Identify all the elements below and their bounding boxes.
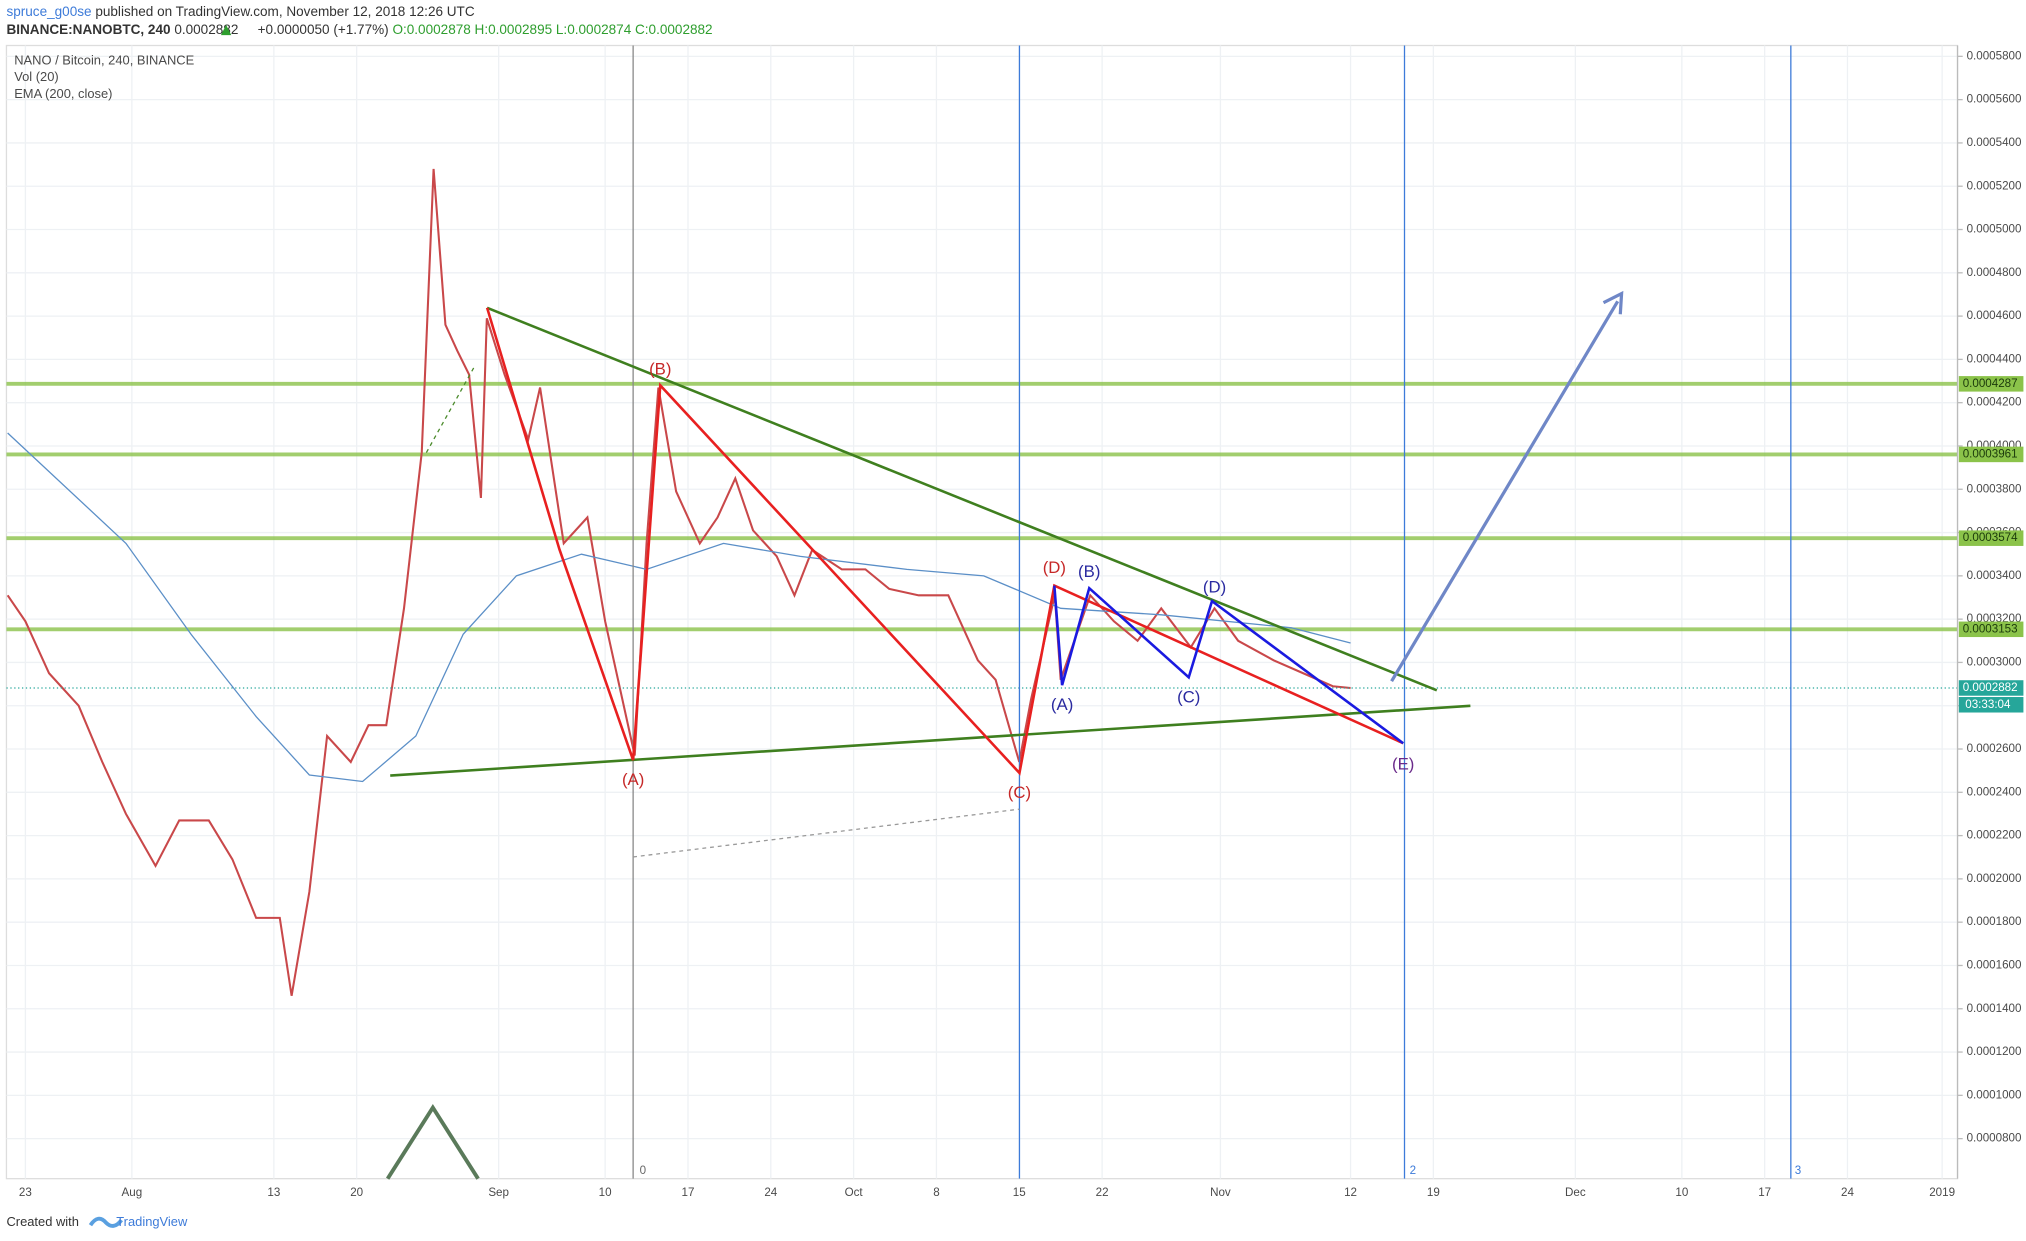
x-tick-label: 22 xyxy=(1096,1186,1109,1199)
plot xyxy=(6,168,1958,996)
x-tick-label: Nov xyxy=(1210,1186,1231,1199)
wave-label: (B) xyxy=(1078,562,1100,581)
wave-label: (E) xyxy=(1392,755,1414,774)
brand-logo xyxy=(88,1216,124,1228)
level-label: 0.0004287 xyxy=(1963,377,2018,390)
y-tick-label: 0.0001600 xyxy=(1967,959,2022,972)
trendline xyxy=(390,704,1471,777)
y-tick-label: 0.0005800 xyxy=(1967,49,2022,62)
level-box xyxy=(1958,376,2024,392)
ohlc: O:0.0002878 H:0.0002895 L:0.0002874 C:0.… xyxy=(392,22,712,37)
y-tick-label: 0.0004600 xyxy=(1967,309,2022,322)
countdown-label: 03:33:04 xyxy=(1965,698,2011,711)
volume-label: Vol (20) xyxy=(14,69,58,84)
cycle-label: 2 xyxy=(1410,1164,1416,1177)
y-tick-label: 0.0004400 xyxy=(1967,352,2022,365)
y-tick-label: 0.0002000 xyxy=(1967,872,2022,885)
x-tick-label: 15 xyxy=(1013,1186,1026,1199)
chart-title: NANO / Bitcoin, 240, BINANCE xyxy=(14,52,194,67)
dashed-line xyxy=(425,364,477,453)
y-tick-label: 0.0004800 xyxy=(1967,266,2022,279)
level-box xyxy=(1958,446,2024,463)
footer-created: Created with xyxy=(6,1214,78,1229)
y-tick-label: 0.0005600 xyxy=(1967,93,2022,106)
x-tick-label: Dec xyxy=(1565,1186,1586,1199)
price-line xyxy=(6,168,1351,996)
x-tick-label: 10 xyxy=(599,1186,612,1199)
x-tick-label: 2019 xyxy=(1929,1186,1955,1199)
wave-label: (A) xyxy=(1051,695,1073,714)
level-box xyxy=(1958,530,2024,546)
y-tick-label: 0.0005400 xyxy=(1967,136,2022,149)
x-tick-label: 17 xyxy=(682,1186,695,1199)
grid xyxy=(6,45,1958,1179)
x-tick-label: 23 xyxy=(19,1186,32,1199)
up-arrow xyxy=(220,24,232,36)
y-tick-label: 0.0002200 xyxy=(1967,829,2022,842)
arrow xyxy=(1390,300,1620,683)
trendline xyxy=(486,306,1438,692)
wave-label: (B) xyxy=(649,359,671,378)
dashed-line xyxy=(633,808,1020,858)
price-axis: 23 Aug 13 20 Sep 10 17 24 Oct 8 15 22 Nov 12 19 Dec 10 17… xyxy=(19,45,2024,1199)
y-tick-label: 0.0001800 xyxy=(1967,915,2022,928)
y-tick-label: 0.0002600 xyxy=(1967,742,2022,755)
wave-label: (C) xyxy=(1177,687,1200,706)
last-price-label: 0.0002882 xyxy=(1963,681,2018,694)
x-tick-label: Aug xyxy=(122,1186,143,1199)
y-tick-label: 0.0004200 xyxy=(1967,396,2022,409)
level-label: 0.0003961 xyxy=(1963,447,2018,460)
wave-blue xyxy=(1053,585,1404,745)
countdown-box xyxy=(1958,697,2024,713)
symbol-line: BINANCE:NANOBTC, 240 0.0002882 +0.000005… xyxy=(6,22,712,37)
y-tick-label: 0.0005200 xyxy=(1967,179,2022,192)
y-tick-label: 0.0002400 xyxy=(1967,785,2022,798)
cycle-label: 0 xyxy=(640,1164,646,1177)
cycle-label: 3 xyxy=(1795,1164,1801,1177)
x-tick-label: 12 xyxy=(1344,1186,1357,1199)
header-line: spruce_g00se published on TradingView.co… xyxy=(6,4,474,19)
y-tick-label: 0.0003400 xyxy=(1967,569,2022,582)
level-label: 0.0003153 xyxy=(1963,622,2018,635)
wave-label: (C) xyxy=(1008,783,1031,802)
x-tick-label: 20 xyxy=(350,1186,363,1199)
x-tick-label: 24 xyxy=(764,1186,777,1199)
x-tick-label: Oct xyxy=(845,1186,864,1199)
y-tick-label: 0.0003000 xyxy=(1967,655,2022,668)
x-tick-label: Sep xyxy=(488,1186,509,1199)
x-tick-label: 19 xyxy=(1427,1186,1440,1199)
x-tick-label: 17 xyxy=(1758,1186,1771,1199)
legend-entry: EMA (200, close) xyxy=(14,86,112,101)
last-price-box xyxy=(1958,680,2024,696)
drawings: (A) (B) (C) (D) (A) (B) (C) (D) (E) 0 2 … xyxy=(385,45,1801,1180)
x-tick-label: 10 xyxy=(1675,1186,1688,1199)
y-tick-label: 0.0005000 xyxy=(1967,223,2022,236)
level-box xyxy=(1958,621,2024,638)
y-tick-label: 0.0000800 xyxy=(1967,1132,2022,1145)
symbol: BINANCE:NANOBTC, 240 xyxy=(6,22,170,37)
y-tick-label: 0.0003800 xyxy=(1967,482,2022,495)
y-tick-label: 0.0001000 xyxy=(1967,1088,2022,1101)
x-tick-label: 8 xyxy=(933,1186,939,1199)
wave-label: (A) xyxy=(622,770,644,789)
shape xyxy=(385,1104,480,1180)
x-tick-label: 24 xyxy=(1841,1186,1854,1199)
x-tick-label: 13 xyxy=(267,1186,280,1199)
y-tick-label: 0.0001200 xyxy=(1967,1045,2022,1058)
author[interactable]: spruce_g00se xyxy=(6,4,91,19)
published: published on TradingView.com, November 1… xyxy=(95,4,475,19)
level-label: 0.0003574 xyxy=(1963,531,2018,544)
wave-label: (D) xyxy=(1203,578,1226,597)
change: +0.0000050 (+1.77%) xyxy=(258,22,389,37)
footer-brand[interactable]: TradingView xyxy=(116,1214,188,1229)
wave-red xyxy=(485,307,1404,776)
arrow-head xyxy=(1602,290,1624,315)
y-tick-label: 0.0001400 xyxy=(1967,1002,2022,1015)
wave-label: (D) xyxy=(1043,558,1066,577)
ema-line xyxy=(7,432,1351,783)
